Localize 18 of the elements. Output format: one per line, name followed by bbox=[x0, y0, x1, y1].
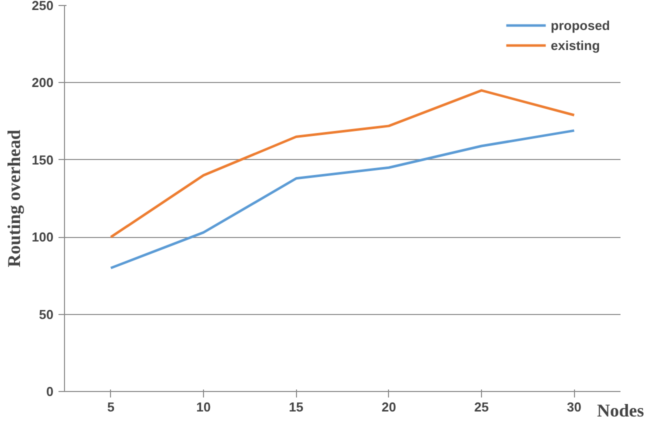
y-tick-label: 200 bbox=[32, 75, 54, 90]
x-tick-label: 30 bbox=[566, 400, 582, 414]
line-series bbox=[110, 89, 576, 238]
legend-label: existing bbox=[550, 38, 600, 52]
line-series bbox=[110, 129, 576, 270]
x-tick-label: 25 bbox=[474, 400, 489, 414]
x-tick-label: 20 bbox=[382, 400, 396, 414]
x-tick-label: 15 bbox=[288, 400, 304, 414]
y-tick-label: 250 bbox=[32, 0, 54, 13]
y-tick-label: 100 bbox=[32, 230, 54, 245]
y-tick-label: 50 bbox=[39, 306, 54, 322]
y-tick-label: 150 bbox=[32, 152, 54, 168]
x-tick-label: 10 bbox=[196, 400, 211, 414]
y-axis-title: Routing overhead bbox=[4, 130, 24, 268]
x-axis-title: Nodes bbox=[597, 400, 644, 420]
legend-label: proposed bbox=[550, 18, 610, 32]
x-tick-label: 5 bbox=[107, 400, 114, 414]
y-tick-label: 0 bbox=[46, 384, 54, 399]
